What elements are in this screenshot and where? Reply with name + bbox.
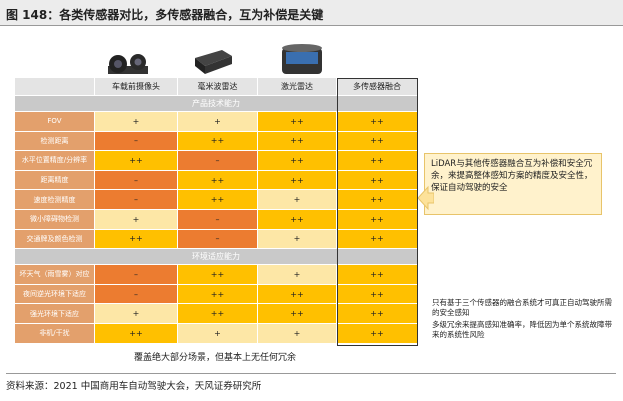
table-cell: ++ bbox=[178, 265, 258, 285]
note: 只有基于三个传感器的融合系统才可真正自动驾驶所需的安全感知 bbox=[432, 298, 612, 317]
callout: LiDAR与其他传感器融合互为补偿和安全冗余，来提高整体感知方案的精度及安全性，… bbox=[424, 153, 602, 215]
table-cell: + bbox=[95, 210, 178, 230]
note: 多级冗余来提高感知准确率，降低因为单个系统故障带来的系统性风险 bbox=[432, 320, 612, 339]
table-cell: – bbox=[95, 131, 178, 152]
table-cell: – bbox=[95, 265, 178, 285]
row-label: 强光环境下适应 bbox=[15, 304, 95, 324]
table-cell: – bbox=[178, 151, 258, 171]
table-cell: ++ bbox=[258, 304, 337, 324]
table-cell: + bbox=[178, 324, 258, 344]
row-label: FOV bbox=[15, 112, 95, 132]
lidar-icon bbox=[282, 44, 322, 74]
table-cell: + bbox=[258, 324, 337, 344]
table-cell: ++ bbox=[178, 304, 258, 324]
header-cell bbox=[15, 78, 95, 96]
table-cell: ++ bbox=[178, 131, 258, 152]
sensor-icons bbox=[108, 44, 322, 74]
source: 资料来源：2021 中国商用车自动驾驶大会，天风证券研究所 bbox=[6, 373, 616, 392]
table-cell: ++ bbox=[178, 190, 258, 210]
table-cell: ++ bbox=[178, 170, 258, 191]
table-cell: ++ bbox=[178, 284, 258, 305]
table-cell: ++ bbox=[258, 170, 337, 191]
radar-icon bbox=[195, 50, 232, 74]
fusion-frame bbox=[337, 78, 418, 346]
table-cell: ++ bbox=[95, 151, 178, 171]
table-cell: + bbox=[258, 190, 337, 210]
row-label: 水平位置精度/分辨率 bbox=[15, 151, 95, 171]
camera-icon bbox=[108, 54, 148, 74]
column-header: 车载前摄像头 bbox=[95, 78, 178, 96]
table-cell: ++ bbox=[95, 229, 178, 250]
table-cell: ++ bbox=[258, 131, 337, 152]
row-label: 夜间逆光环境下适应 bbox=[15, 284, 95, 305]
figure-title: 图 148：各类传感器对比，多传感器融合，互为补偿是关键 bbox=[0, 0, 623, 26]
row-label: 微小障碍物检测 bbox=[15, 210, 95, 230]
table-cell: – bbox=[95, 170, 178, 191]
table-cell: + bbox=[258, 229, 337, 250]
table-cell: + bbox=[95, 112, 178, 132]
row-label: 非机/干扰 bbox=[15, 324, 95, 344]
table-cell: – bbox=[95, 284, 178, 305]
table-cell: ++ bbox=[258, 210, 337, 230]
arrow bbox=[418, 185, 434, 211]
table-cell: – bbox=[178, 229, 258, 250]
table-cell: + bbox=[178, 112, 258, 132]
table-cell: + bbox=[95, 304, 178, 324]
table-cell: + bbox=[258, 265, 337, 285]
table-cell: ++ bbox=[95, 324, 178, 344]
table-cell: – bbox=[178, 210, 258, 230]
table-cell: ++ bbox=[258, 112, 337, 132]
table-cell: ++ bbox=[258, 284, 337, 305]
row-label: 交通牌及颜色检测 bbox=[15, 229, 95, 250]
column-header: 毫米波雷达 bbox=[178, 78, 258, 96]
row-label: 速度检测精度 bbox=[15, 190, 95, 210]
bottom-note: 覆盖绝大部分场景，但基本上无任何冗余 bbox=[133, 353, 296, 363]
row-label: 坏天气（雨雪雾）对应 bbox=[15, 265, 95, 285]
table-cell: – bbox=[95, 190, 178, 210]
row-label: 检测距离 bbox=[15, 131, 95, 152]
column-header: 激光雷达 bbox=[258, 78, 337, 96]
table-cell: ++ bbox=[258, 151, 337, 171]
row-label: 距离精度 bbox=[15, 170, 95, 191]
